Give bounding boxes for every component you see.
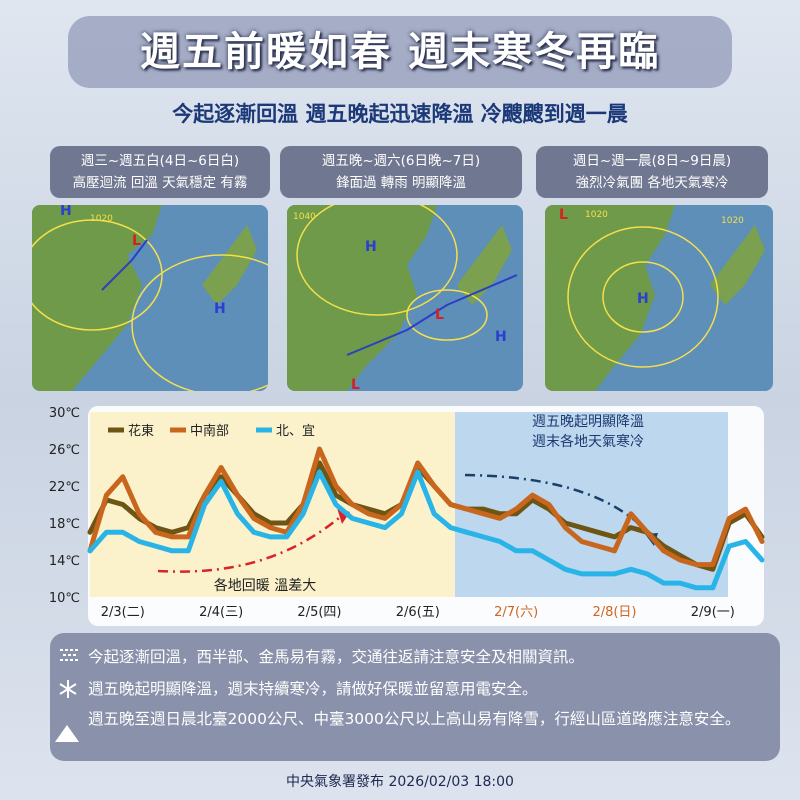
map-label: L xyxy=(435,307,444,323)
x-tick-label: 2/5(四) xyxy=(297,605,341,620)
panel-line: 週五晚~週六(6日晚~7日) xyxy=(321,153,481,169)
fog-icon xyxy=(60,649,78,661)
panel-header: 週三~週五白(4日~6日白) 高壓迴流 回溫 天氣穩定 有霧 xyxy=(50,146,270,198)
title: 週五前暖如春 週末寒冬再臨 xyxy=(68,16,732,88)
legend-label: 花東 xyxy=(128,423,154,439)
x-tick-label: 2/9(一) xyxy=(691,605,735,620)
annotation: 週末各地天氣寒冷 xyxy=(532,433,644,450)
map-label: H xyxy=(214,301,226,317)
chart: 週五晚起明顯降溫 週末各地天氣寒冷 各地回暖 溫差大 10℃ 14℃ 18℃ 22℃ 2… xyxy=(49,406,765,626)
land xyxy=(457,225,512,305)
y-tick-label: 18℃ xyxy=(49,517,80,532)
series-line xyxy=(87,469,765,591)
land xyxy=(545,205,675,391)
map-label: H xyxy=(637,291,649,307)
x-tick-label: 2/4(三) xyxy=(199,605,243,620)
isobar xyxy=(32,219,163,331)
land xyxy=(32,205,162,391)
isobar xyxy=(602,261,684,333)
map-label: H xyxy=(495,329,507,345)
note: 週五晚起明顯降溫，週末持續寒冷，請做好保暖並留意用電安全。 xyxy=(88,680,538,698)
y-tick-label: 10℃ xyxy=(49,591,80,606)
panel-line: 鋒面過 轉雨 明顯降溫 xyxy=(335,175,467,191)
cold-region xyxy=(455,412,728,597)
snow-icon xyxy=(59,680,77,698)
front xyxy=(346,274,518,356)
x-tick-label: 2/6(五) xyxy=(396,605,440,620)
isobar xyxy=(406,289,488,341)
y-tick-label: 22℃ xyxy=(49,480,80,495)
panel-header: 週五晚~週六(6日晚~7日) 鋒面過 轉雨 明顯降溫 xyxy=(280,146,522,198)
note: 週五晚至週日晨北臺2000公尺、中臺3000公尺以上高山易有降雪，行經山區道路應… xyxy=(88,710,741,728)
panel-line: 週三~週五白(4日~6日白) xyxy=(80,153,240,169)
legend-label: 北、宜 xyxy=(276,424,315,439)
isobar xyxy=(296,205,458,316)
y-tick-label: 26℃ xyxy=(49,443,80,458)
map-label: 1020 xyxy=(90,214,113,224)
legend-label: 中南部 xyxy=(190,423,229,439)
map-label: H xyxy=(60,205,72,219)
panel-header: 週日~週一晨(8日~9日晨) 強烈冷氣團 各地天氣寒冷 xyxy=(536,146,768,198)
subtitle: 今起逐漸回溫 週五晚起迅速降溫 冷颼颼到週一晨 xyxy=(172,102,628,126)
map-label: 1020 xyxy=(585,210,608,220)
notes: 今起逐漸回溫，西半部、金馬易有霧，交通往返請注意安全及相關資訊。 週五晚起明顯降… xyxy=(50,633,780,761)
map-label: 1020 xyxy=(721,216,744,226)
land xyxy=(287,205,437,391)
map-label: 1040 xyxy=(293,212,316,222)
annotation: 週五晚起明顯降溫 xyxy=(532,414,644,430)
x-tick-label: 2/3(二) xyxy=(101,605,145,620)
weather-map: H H L 1020 xyxy=(32,205,268,391)
weather-map: L H 1020 1020 xyxy=(545,205,773,391)
map-label: H xyxy=(365,239,377,255)
map-label: L xyxy=(351,377,360,391)
isobar xyxy=(131,254,268,391)
map-label: L xyxy=(132,233,141,249)
weather-map: H L H L 1040 xyxy=(287,205,523,391)
front xyxy=(101,239,148,291)
footer: 中央氣象署發布 2026/02/03 18:00 xyxy=(286,774,514,790)
panel-line: 強烈冷氣團 各地天氣寒冷 xyxy=(575,175,729,191)
y-tick-label: 30℃ xyxy=(49,406,80,421)
land xyxy=(710,225,765,305)
x-tick-label: 2/7(六) xyxy=(494,605,538,620)
series-line xyxy=(87,446,765,568)
land xyxy=(202,225,257,305)
y-tick-label: 14℃ xyxy=(49,554,80,569)
panel-line: 週日~週一晨(8日~9日晨) xyxy=(572,153,732,169)
annotation: 各地回暖 溫差大 xyxy=(214,578,316,594)
panel-line: 高壓迴流 回溫 天氣穩定 有霧 xyxy=(72,175,248,191)
isobar xyxy=(567,226,719,368)
warm-region xyxy=(90,412,455,597)
x-tick-label: 2/8(日) xyxy=(592,605,636,620)
warm-arrow xyxy=(157,512,346,573)
mountain-icon xyxy=(55,725,79,742)
map-label: L xyxy=(559,207,568,223)
note: 今起逐漸回溫，西半部、金馬易有霧，交通往返請注意安全及相關資訊。 xyxy=(88,648,585,666)
